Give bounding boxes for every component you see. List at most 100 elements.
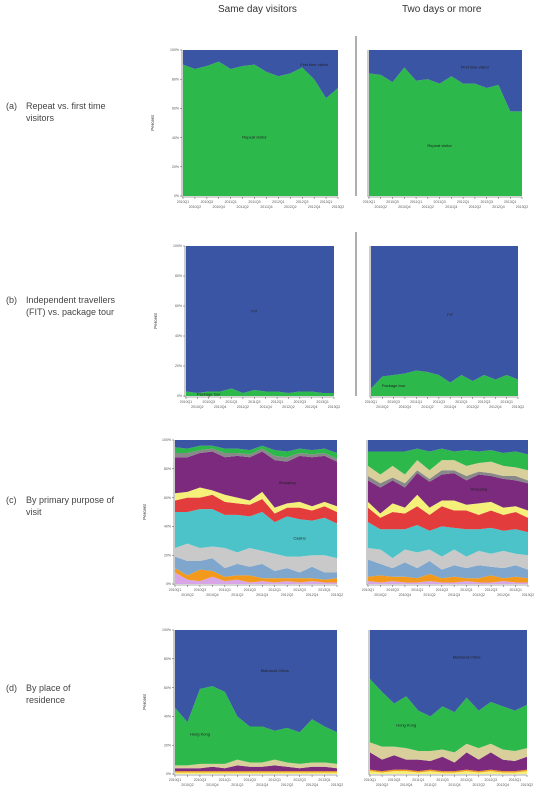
area-label-first-time-visitor: First time visitor <box>461 64 490 69</box>
x-tick-label: 2012Q3 <box>485 778 498 782</box>
area-purple <box>175 765 337 772</box>
y-axis-title: Percent <box>153 312 158 328</box>
x-tick-label: 2010Q3 <box>201 200 214 204</box>
area-label-hong-kong: Hong Kong <box>396 722 416 727</box>
row-label-d: (d) By place of residence <box>6 682 96 706</box>
x-tick-label: 2012Q4 <box>489 405 502 409</box>
area-label-shopping: Shopping <box>470 486 487 491</box>
x-tick-label: 2011Q1 <box>412 778 424 782</box>
y-tick-label: 0% <box>177 394 182 398</box>
x-tick-label: 2010Q4 <box>206 593 219 597</box>
x-tick-label: 2012Q3 <box>296 200 309 204</box>
area-grey <box>368 548 528 570</box>
x-tick-label: 2012Q3 <box>293 778 306 782</box>
chart-c-same: 0%20%40%60%80%100%Percent2010Q12010Q2201… <box>142 438 343 597</box>
x-tick-label: 2012Q2 <box>284 205 297 209</box>
x-tick-label: 2012Q1 <box>272 200 285 204</box>
x-tick-label: 2013Q2 <box>516 205 529 209</box>
area-darkgrey <box>175 448 337 462</box>
x-tick-label: 2010Q3 <box>388 778 401 782</box>
y-axis-title: Percent <box>142 503 147 519</box>
x-tick-label: 2013Q2 <box>332 205 345 209</box>
x-tick-label: 2011Q4 <box>256 783 268 787</box>
x-tick-label: 2011Q3 <box>244 588 256 592</box>
area-yellow <box>368 494 528 518</box>
x-tick-label: 2011Q1 <box>410 200 422 204</box>
row-tag: (a) <box>6 101 17 111</box>
area-package-tour <box>186 388 334 396</box>
x-tick-label: 2011Q3 <box>248 200 260 204</box>
y-tick-label: 0% <box>166 772 171 776</box>
x-tick-label: 2012Q2 <box>472 783 485 787</box>
x-tick-label: 2010Q2 <box>181 593 194 597</box>
x-tick-label: 2011Q4 <box>260 205 272 209</box>
area-label-mainland-china: Mainland China <box>453 655 482 660</box>
area-package-tour <box>371 370 518 396</box>
area-tan <box>370 742 527 763</box>
area-first-time-visitor <box>369 50 522 112</box>
x-tick-label: 2013Q1 <box>320 200 333 204</box>
x-tick-label: 2010Q4 <box>206 783 219 787</box>
y-tick-label: 20% <box>164 553 171 557</box>
x-tick-label: 2010Q4 <box>399 405 412 409</box>
y-tick-label: 80% <box>172 77 179 81</box>
x-tick-label: 2012Q4 <box>497 783 510 787</box>
y-tick-label: 40% <box>164 715 171 719</box>
x-tick-label: 2012Q3 <box>478 400 491 404</box>
area-yellow <box>175 772 337 774</box>
x-tick-label: 2011Q1 <box>225 200 237 204</box>
area-grey <box>175 543 337 573</box>
x-tick-label: 2013Q2 <box>512 405 525 409</box>
x-tick-label: 2011Q2 <box>424 783 436 787</box>
area-label-casino: Casino <box>293 535 306 540</box>
x-tick-label: 2011Q2 <box>231 593 243 597</box>
column-title-two-days: Two days or more <box>402 4 482 15</box>
x-tick-label: 2013Q1 <box>318 588 331 592</box>
chart-b-same: 0%20%40%60%80%100%Percent2010Q12010Q2201… <box>153 232 357 409</box>
x-tick-label: 2012Q4 <box>308 205 321 209</box>
x-tick-label: 2012Q2 <box>467 405 480 409</box>
x-tick-label: 2010Q2 <box>191 405 204 409</box>
x-tick-label: 2010Q1 <box>365 400 378 404</box>
area-green <box>175 445 337 459</box>
area-repeat-visitor <box>369 67 522 197</box>
x-tick-label: 2010Q4 <box>400 783 413 787</box>
y-tick-label: 20% <box>164 743 171 747</box>
x-tick-label: 2010Q2 <box>375 205 388 209</box>
x-tick-label: 2010Q1 <box>363 200 376 204</box>
x-tick-label: 2013Q2 <box>331 593 344 597</box>
x-tick-label: 2013Q2 <box>328 405 341 409</box>
area-blue <box>368 440 528 455</box>
x-tick-label: 2011Q4 <box>260 405 272 409</box>
x-tick-label: 2012Q1 <box>268 588 281 592</box>
x-tick-label: 2010Q1 <box>180 400 193 404</box>
x-tick-label: 2012Q3 <box>293 588 306 592</box>
area-label-repeat-visitor: Repeat visitor <box>242 134 267 139</box>
x-tick-label: 2012Q2 <box>281 783 294 787</box>
row-label-c: (c) By primary purpose of visit <box>6 494 124 518</box>
chart-d-same: 0%20%40%60%80%100%Percent2010Q12010Q2201… <box>142 628 343 787</box>
x-tick-label: 2010Q1 <box>177 200 190 204</box>
row-tag: (d) <box>6 683 17 693</box>
x-tick-label: 2013Q1 <box>504 200 517 204</box>
area-label-first-time-visitor: First time visitor <box>300 62 329 67</box>
row-text: Repeat vs. first time visitors <box>26 101 106 123</box>
x-tick-label: 2012Q1 <box>460 588 473 592</box>
area-label-fit: FIT <box>447 312 454 317</box>
row-text: By primary purpose of visit <box>26 495 115 517</box>
area-blue <box>175 440 337 453</box>
x-tick-label: 2012Q3 <box>485 588 498 592</box>
x-tick-label: 2012Q1 <box>457 200 470 204</box>
x-tick-label: 2010Q3 <box>203 400 216 404</box>
x-tick-label: 2010Q2 <box>376 783 389 787</box>
area-green <box>368 448 528 475</box>
row-tag: (c) <box>6 495 17 505</box>
x-tick-label: 2010Q2 <box>181 783 194 787</box>
row-label-b: (b) Independent travellers (FIT) vs. pack… <box>6 294 126 318</box>
x-tick-label: 2011Q2 <box>423 593 435 597</box>
x-tick-label: 2011Q2 <box>231 783 243 787</box>
x-tick-label: 2011Q1 <box>410 400 422 404</box>
y-tick-label: 100% <box>173 244 182 248</box>
y-tick-label: 100% <box>162 438 171 442</box>
